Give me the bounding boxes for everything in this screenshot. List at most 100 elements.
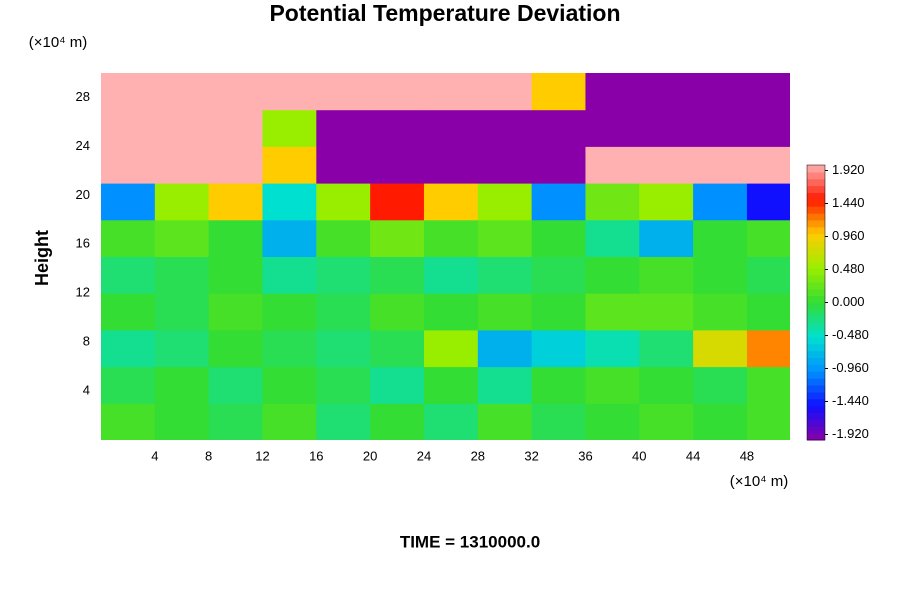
field-cell: [531, 256, 586, 294]
field-cell: [477, 219, 533, 257]
colorbar-tick-label: -0.960: [832, 360, 869, 375]
field-cell: [746, 73, 790, 111]
field-cell: [477, 256, 533, 294]
field-cell: [639, 329, 694, 368]
x-tick-label: 16: [309, 448, 323, 463]
colorbar-stripe: [807, 357, 825, 365]
x-tick-label: 8: [205, 448, 212, 463]
x-tick-label: 36: [578, 448, 592, 463]
field-cell: [477, 146, 533, 184]
field-cell: [693, 146, 748, 184]
field-cell: [101, 146, 156, 184]
field-cell: [262, 256, 317, 294]
field-cell: [154, 73, 210, 111]
field-cell: [585, 366, 640, 404]
colorbar-stripe: [807, 261, 825, 269]
y-tick-label: 16: [76, 236, 90, 251]
x-tick-label: 4: [151, 448, 158, 463]
field-cell: [746, 146, 790, 184]
field-cell: [477, 366, 533, 404]
field-cell: [208, 73, 263, 111]
field-cell: [423, 219, 479, 257]
field-cell: [693, 219, 748, 257]
colorbar-stripe: [807, 405, 825, 413]
field-cell: [101, 73, 156, 111]
field-cell: [262, 366, 317, 404]
colorbar-stripe: [807, 398, 825, 407]
field-cell: [101, 109, 156, 147]
field-cell: [531, 183, 586, 221]
x-tick-label: 24: [417, 448, 431, 463]
field-cell: [101, 293, 156, 331]
field-cell: [423, 403, 479, 440]
field-cell: [585, 219, 640, 257]
field-cell: [370, 366, 425, 404]
field-cell: [316, 219, 371, 257]
colorbar-stripe: [807, 350, 825, 358]
time-label: TIME = 1310000.0: [400, 532, 540, 551]
field-cell: [262, 183, 317, 221]
colorbar-tick-label: 0.960: [832, 228, 865, 243]
field-cell: [316, 256, 371, 294]
colorbar-stripe: [807, 268, 825, 276]
y-tick-label: 12: [76, 285, 90, 300]
x-unit: (×10⁴ m): [730, 473, 789, 490]
field-cell: [585, 329, 640, 368]
field-cell: [477, 293, 533, 331]
field-cell: [531, 366, 586, 404]
colorbar-stripe: [807, 364, 825, 372]
field-cell: [208, 256, 263, 294]
colorbar-stripe: [807, 247, 825, 255]
field-cell: [639, 183, 694, 221]
colorbar-stripe: [807, 330, 825, 338]
field-cell: [262, 73, 317, 111]
field-cell: [154, 219, 210, 257]
field-cell: [639, 146, 694, 184]
colorbar-stripe: [807, 226, 825, 235]
field-cell: [693, 73, 748, 111]
field-cell: [262, 329, 317, 368]
colorbar-stripe: [807, 323, 825, 331]
colorbar-stripe: [807, 206, 825, 214]
x-tick-label: 12: [255, 448, 269, 463]
y-tick-label: 24: [76, 138, 90, 153]
colorbar-stripe: [807, 185, 825, 193]
field-cell: [262, 146, 317, 184]
field-cell: [531, 293, 586, 331]
field-cell: [531, 219, 586, 257]
x-tick-label: 32: [524, 448, 538, 463]
field-cell: [477, 403, 533, 440]
field-cell: [746, 329, 790, 368]
field-cell: [585, 403, 640, 440]
field-cell: [370, 329, 425, 368]
field-cell: [208, 219, 263, 257]
field-cell: [693, 329, 748, 368]
field-cell: [477, 109, 533, 147]
field-cell: [585, 109, 640, 147]
field-cell: [423, 73, 479, 111]
field-cell: [154, 366, 210, 404]
field-cell: [423, 366, 479, 404]
field-cell: [477, 329, 533, 368]
field-cell: [370, 109, 425, 147]
x-tick-label: 28: [471, 448, 485, 463]
y-axis-label: Height: [32, 230, 52, 286]
field-cell: [101, 256, 156, 294]
x-tick-label: 40: [632, 448, 646, 463]
y-tick-label: 28: [76, 89, 90, 104]
colorbar-stripe: [807, 171, 825, 180]
x-tick-label: 44: [686, 448, 700, 463]
field-cell: [531, 403, 586, 440]
field-cell: [746, 293, 790, 331]
field-cell: [746, 219, 790, 257]
field-cell: [746, 183, 790, 221]
field-cell: [585, 256, 640, 294]
chart-title: Potential Temperature Deviation: [269, 0, 620, 26]
colorbar-stripe: [807, 378, 825, 386]
field-cell: [208, 293, 263, 331]
field-cell: [477, 183, 533, 221]
colorbar-stripe: [807, 192, 825, 200]
colorbar-stripe: [807, 302, 825, 310]
field-cell: [370, 256, 425, 294]
field-cell: [101, 403, 156, 440]
